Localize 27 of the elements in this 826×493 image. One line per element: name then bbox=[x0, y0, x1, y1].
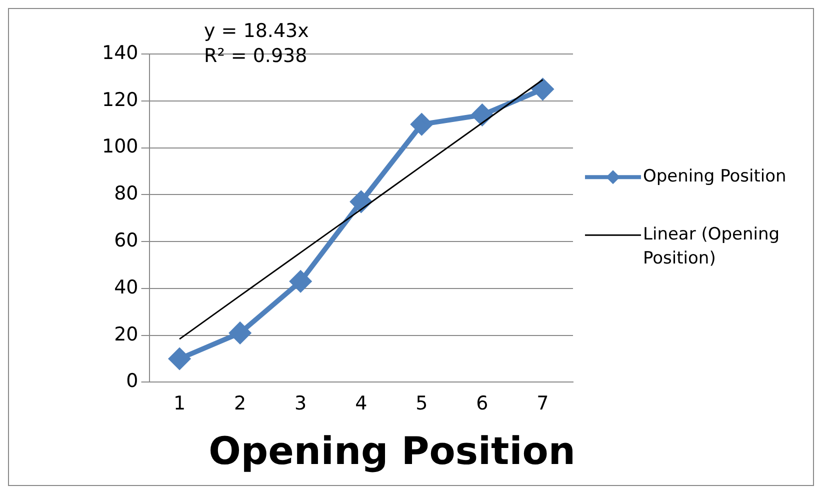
y-tick-label: 0 bbox=[126, 370, 138, 392]
x-tick-label: 2 bbox=[234, 392, 246, 415]
x-tick-label: 7 bbox=[536, 392, 549, 415]
x-tick-label: 4 bbox=[355, 392, 368, 415]
point bbox=[230, 322, 251, 344]
point bbox=[350, 191, 372, 212]
y-tick-label: 60 bbox=[114, 229, 138, 252]
legend-label: Opening Position bbox=[643, 166, 786, 187]
y-tick-label: 140 bbox=[102, 42, 138, 64]
annotation: R² = 0.938 bbox=[204, 44, 308, 69]
y-tick-label: 80 bbox=[114, 182, 138, 205]
text: Opening Position bbox=[208, 429, 576, 473]
point bbox=[472, 104, 493, 126]
x-tick-label: 5 bbox=[416, 392, 428, 415]
x-tick-label: 6 bbox=[476, 392, 488, 415]
y-tick-label: 100 bbox=[102, 136, 138, 158]
text: y = 18.43x bbox=[204, 19, 309, 44]
y-tick-label: 120 bbox=[102, 88, 138, 111]
point bbox=[411, 114, 432, 135]
x-tick-label: 3 bbox=[294, 392, 307, 415]
point bbox=[532, 78, 554, 100]
y-tick-label: 40 bbox=[114, 276, 138, 298]
y-tick-label: 20 bbox=[114, 323, 138, 346]
legend-label: Linear (Opening Position) bbox=[643, 224, 780, 269]
x-tick-label: 1 bbox=[173, 392, 186, 415]
point bbox=[169, 348, 190, 370]
point bbox=[290, 270, 312, 292]
